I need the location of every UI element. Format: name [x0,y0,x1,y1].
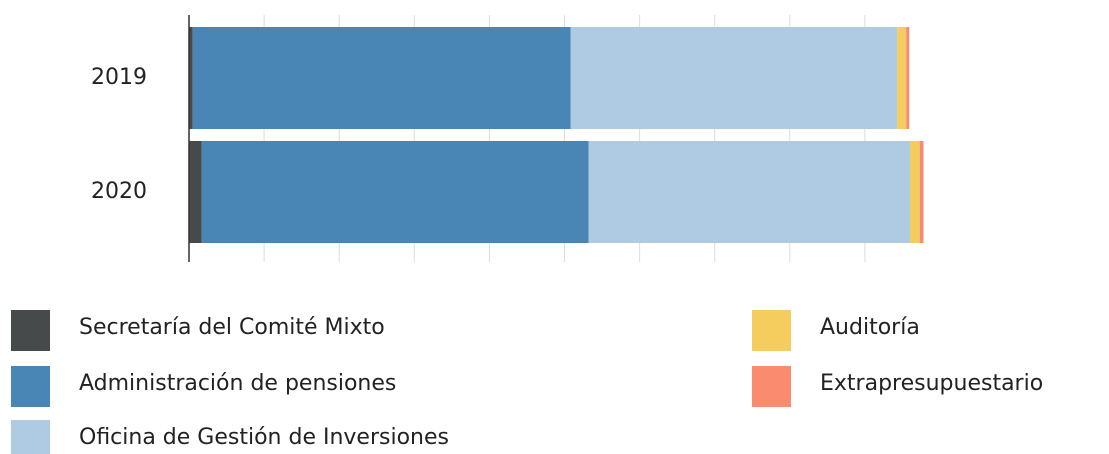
legend-label: Administración de pensiones [79,371,396,396]
bar-segment [909,141,920,243]
legend-swatch [752,366,791,407]
bar-segment [588,141,910,243]
legend-swatch [11,310,50,351]
legend-label: Extrapresupuestario [820,371,1043,396]
bar-segment [906,27,910,129]
bar-segment [201,141,589,243]
legend-swatch [11,366,50,407]
bar-segment [192,27,571,129]
y-tick-label: 2019 [91,65,147,90]
legend-swatch [11,420,50,454]
legend-swatch [752,310,791,351]
bar-segment [189,141,202,243]
bar-segment [189,27,193,129]
bar-segment [919,141,924,243]
bar-segment [897,27,907,129]
legend-label: Oficina de Gestión de Inversiones [79,425,449,450]
legend-label: Secretaría del Comité Mixto [79,315,385,340]
y-tick-label: 2020 [91,179,147,204]
legend-label: Auditoría [820,315,920,340]
bar-segment [570,27,898,129]
